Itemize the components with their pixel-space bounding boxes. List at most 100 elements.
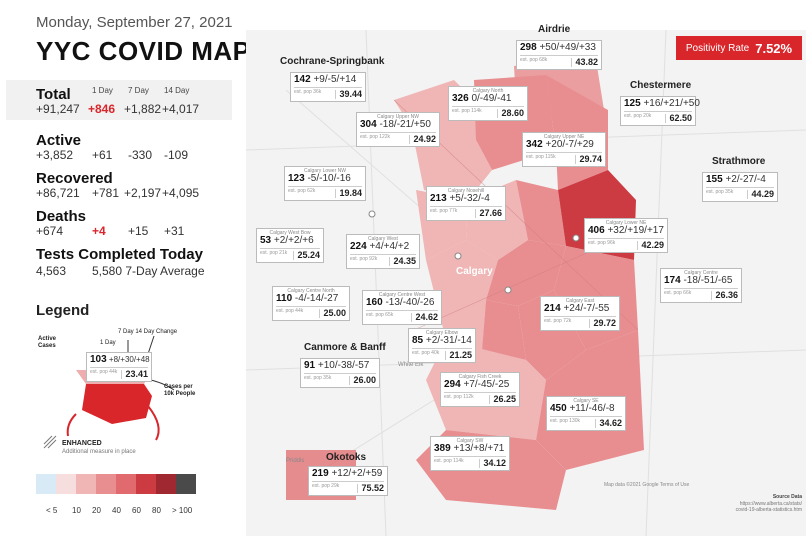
uppernw-rate: 24.92 — [409, 135, 436, 144]
source-title: Source Data — [772, 494, 802, 500]
nosehill-active: 213 — [430, 193, 447, 204]
elbow-pop: est. pop 40k — [412, 350, 440, 356]
card-calgary-fish-creek[interactable]: Calgary Fish Creek 294 +7/-45/-25 est. p… — [440, 372, 520, 407]
source-url-2[interactable]: covid-19-alberta-statistics.htm — [735, 507, 802, 513]
recovered-label: Recovered — [36, 170, 113, 187]
uppernw-active: 304 — [360, 119, 377, 130]
total-value: +91,247 — [36, 102, 80, 116]
legend-active-cases: Active Cases — [38, 336, 57, 349]
strathmore-active: 155 — [706, 174, 723, 185]
card-chestermere[interactable]: 125 +16/+21/+50 est. pop 20k 62.50 — [620, 96, 700, 126]
card-calgary-west-bow[interactable]: Calgary West Bow 53 +2/+2/+6 est. pop 21… — [256, 228, 324, 263]
legend-sample-change: +8/+30/+48 — [108, 355, 150, 364]
cochrane-pop: est. pop 36k — [294, 89, 322, 95]
centre-change: -18/-51/-65 — [683, 275, 733, 286]
sw-change: +13/+8/+71 — [453, 443, 505, 454]
elbow-name: Calgary Elbow — [425, 330, 459, 336]
westbow-active: 53 — [260, 235, 272, 246]
scale-label-3: 20 — [92, 506, 101, 515]
card-calgary-upper-nw[interactable]: Calgary Upper NW 304 -18/-21/+50 est. po… — [356, 112, 440, 147]
card-cochrane[interactable]: 142 +9/-5/+14 est. pop 36k 39.44 — [290, 72, 366, 102]
lowerne-pop: est. pop 96k — [588, 240, 616, 246]
centrewest-rate: 24.62 — [411, 313, 438, 322]
card-calgary-centre[interactable]: Calgary Centre 174 -18/-51/-65 est. pop … — [660, 268, 742, 303]
tests-label: Tests Completed Today — [36, 246, 203, 263]
upperne-pop: est. pop 115k — [526, 154, 556, 160]
card-calgary-west[interactable]: Calgary West 224 +4/+4/+2 est. pop 92k 24… — [346, 234, 420, 269]
col-14day: 14 Day — [164, 86, 190, 95]
card-calgary-se[interactable]: Calgary SE 450 +11/-46/-8 est. pop 130k 3… — [546, 396, 626, 431]
fishcreek-name: Calgary Fish Creek — [458, 374, 502, 380]
source-url-1[interactable]: https://www.alberta.ca/stats/ — [739, 500, 802, 507]
strathmore-rate: 44.29 — [747, 190, 774, 199]
se-active: 450 — [550, 403, 567, 414]
east-active: 214 — [544, 303, 561, 314]
upperne-rate: 29.74 — [575, 155, 602, 164]
scale-swatch-7 — [156, 474, 176, 494]
uppernw-change: -18/-21/+50 — [379, 119, 431, 130]
fishcreek-active: 294 — [444, 379, 461, 390]
total-row: +91,247 — [36, 102, 80, 116]
card-calgary-sw[interactable]: Calgary SW 389 +13/+8/+71 est. pop 114k 3… — [430, 436, 510, 471]
card-calgary-lower-nw[interactable]: Calgary Lower NW 123 -5/-10/-16 est. pop… — [284, 166, 366, 201]
card-canmore[interactable]: 91 +10/-38/-57 est. pop 35k 26.00 — [300, 358, 380, 388]
westbow-name: Calgary West Bow — [269, 230, 311, 236]
positivity-label: Positivity Rate — [685, 42, 750, 54]
centre-rate: 26.36 — [711, 291, 738, 300]
deaths-7day: +15 — [128, 224, 149, 238]
west-pop: est. pop 92k — [350, 256, 378, 262]
card-calgary-elbow[interactable]: Calgary Elbow 85 +2/-31/-14 est. pop 40k… — [408, 328, 476, 363]
se-pop: est. pop 130k — [550, 418, 581, 424]
airdrie-name: Airdrie — [538, 24, 571, 35]
centrenorth-name: Calgary Centre North — [287, 288, 335, 294]
chestermere-pop: est. pop 20k — [624, 113, 652, 119]
total-label: Total — [36, 86, 71, 103]
card-strathmore[interactable]: 155 +2/-27/-4 est. pop 35k 44.29 — [702, 172, 778, 202]
canmore-rate: 26.00 — [349, 376, 376, 385]
north-name: Calgary North — [472, 88, 504, 94]
active-7day: -330 — [128, 148, 153, 162]
legend-enhanced: ENHANCED — [62, 440, 102, 447]
white-elk-label: White Elk — [398, 362, 424, 368]
recovered-14day: +4,095 — [162, 186, 200, 200]
lowerne-change: +32/+19/+17 — [607, 225, 664, 236]
legend-sample-active: 103 — [90, 354, 107, 365]
nosehill-change: +5/-32/-4 — [449, 193, 490, 204]
centrewest-active: 160 — [366, 297, 383, 308]
card-okotoks[interactable]: 219 +12/+2/+59 est. pop 29k 75.52 — [308, 466, 388, 496]
region-west — [426, 240, 498, 300]
card-calgary-lower-ne[interactable]: Calgary Lower NE 406 +32/+19/+17 est. po… — [584, 218, 668, 253]
scale-swatch-4 — [96, 474, 116, 494]
deaths-1day: +4 — [92, 224, 106, 238]
nosehill-name: Calgary Nosehill — [447, 188, 485, 194]
lowernw-change: -5/-10/-16 — [307, 173, 351, 184]
scale-swatch-1 — [36, 474, 56, 494]
card-calgary-nosehill[interactable]: Calgary Nosehill 213 +5/-32/-4 est. pop … — [426, 186, 506, 221]
map-attribution: Map data ©2021 Google Terms of Use — [604, 482, 690, 488]
scale-swatch-6 — [136, 474, 156, 494]
col-7day: 7 Day — [128, 86, 149, 95]
tests-average: 5,580 7-Day Average — [92, 264, 205, 278]
airdrie-change: +50/+49/+33 — [539, 42, 596, 53]
card-calgary-east[interactable]: Calgary East 214 +24/-7/-55 est. pop 72k… — [540, 296, 620, 331]
east-name: Calgary East — [565, 298, 595, 304]
card-calgary-centre-west[interactable]: Calgary Centre West 160 -13/-40/-26 est.… — [362, 290, 442, 325]
lowernw-rate: 19.84 — [335, 189, 362, 198]
total-14day: +4,017 — [162, 102, 200, 116]
card-airdrie[interactable]: 298 +50/+49/+33 est. pop 68k 43.82 — [516, 40, 602, 70]
cochrane-name: Cochrane-Springbank — [280, 56, 385, 67]
active-value: +3,852 — [36, 148, 74, 162]
uppernw-name: Calgary Upper NW — [377, 114, 419, 120]
se-name: Calgary SE — [573, 398, 599, 404]
positivity-value: 7.52% — [755, 40, 793, 56]
card-calgary-upper-ne[interactable]: Calgary Upper NE 342 +20/-7/+29 est. pop… — [522, 132, 606, 167]
elbow-rate: 21.25 — [445, 351, 472, 360]
active-label: Active — [36, 132, 82, 149]
legend-sample-pop: est. pop 44k — [90, 369, 118, 375]
card-calgary-centre-north[interactable]: Calgary Centre North 110 -4/-14/-27 est.… — [272, 286, 350, 321]
nosehill-pop: est. pop 77k — [430, 208, 458, 214]
card-calgary-north[interactable]: Calgary North 326 0/-49/-41 est. pop 114… — [448, 86, 528, 121]
centrenorth-change: -4/-14/-27 — [294, 293, 339, 304]
legend-enhanced-sub: Additional measure in place — [62, 449, 136, 455]
west-active: 224 — [350, 241, 367, 252]
